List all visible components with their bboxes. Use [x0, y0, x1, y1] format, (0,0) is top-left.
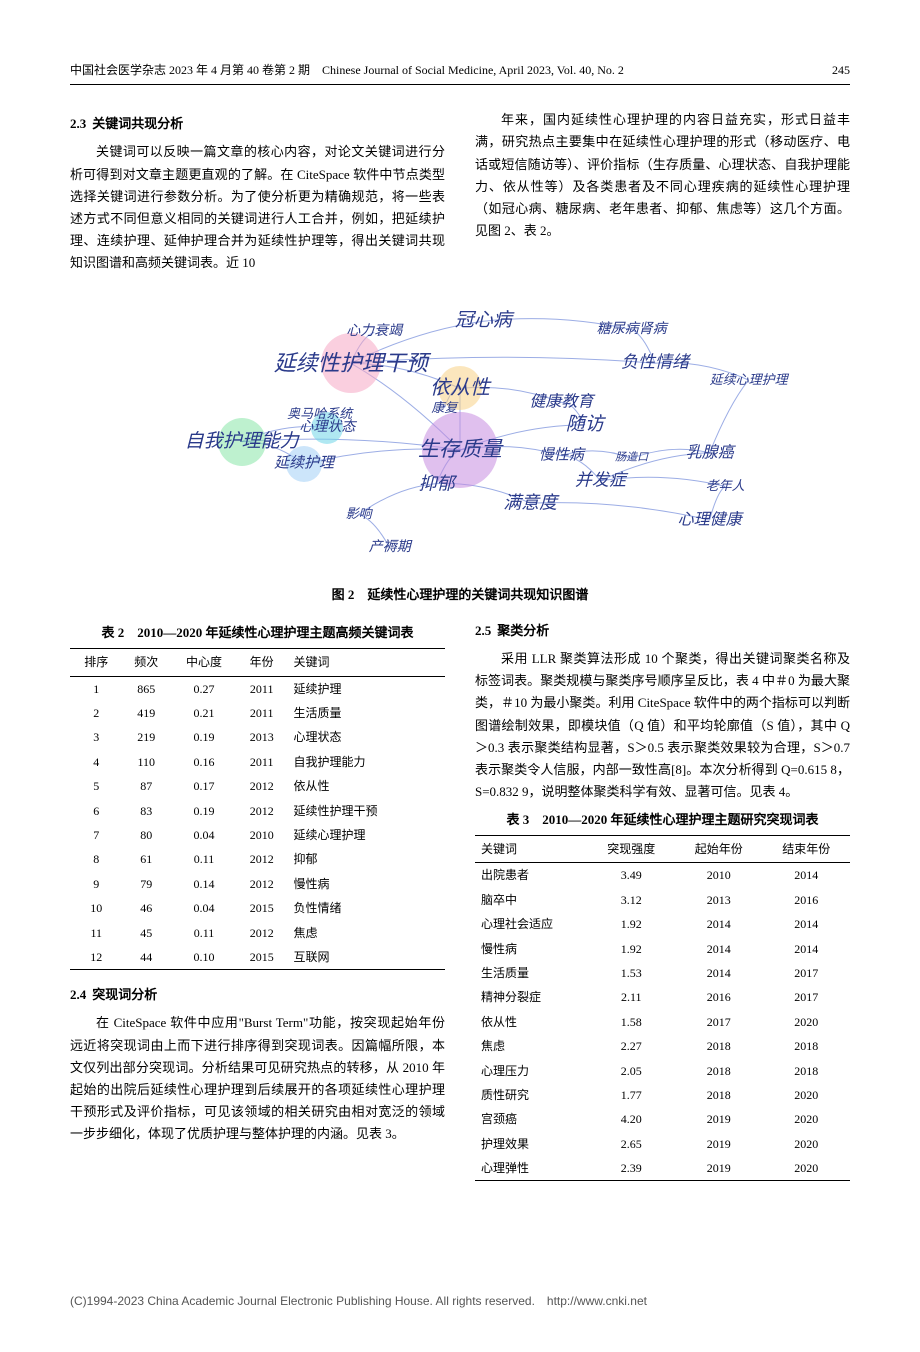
- graph-node-label: 糖尿病肾病: [597, 318, 667, 342]
- sec25-para: 采用 LLR 聚类算法形成 10 个聚类，得出关键词聚类名称及标签词表。聚类规模…: [475, 648, 850, 803]
- table-row: 心理压力2.0520182018: [475, 1059, 850, 1083]
- sec23-para-right: 年来，国内延续性心理护理的内容日益充实，形式日益丰满，研究热点主要集中在延续性心…: [475, 109, 850, 242]
- table-row: 宫颈癌4.2020192020: [475, 1107, 850, 1131]
- table-2: 排序频次中心度年份关键词 18650.272011延续护理24190.21201…: [70, 648, 445, 970]
- table-row: 脑卒中3.1220132016: [475, 888, 850, 912]
- graph-node-label: 并发症: [575, 466, 626, 495]
- table-row: 24190.212011生活质量: [70, 701, 445, 725]
- figure-2: 冠心病心力衰竭糖尿病肾病延续性护理干预负性情绪依从性延续心理护理康复健康教育奥马…: [70, 296, 850, 606]
- sec23-para-left: 关键词可以反映一篇文章的核心内容，对论文关键词进行分析可得到对文章主题更直观的了…: [70, 141, 445, 274]
- table-header-cell: 关键词: [475, 835, 588, 862]
- graph-node-label: 满意度: [503, 488, 557, 519]
- table-row: 32190.192013心理状态: [70, 725, 445, 749]
- section-2-3-title: 2.3关键词共现分析: [70, 113, 445, 135]
- table-row: 生活质量1.5320142017: [475, 961, 850, 985]
- table-header-cell: 排序: [70, 649, 123, 676]
- table-row: 质性研究1.7720182020: [475, 1083, 850, 1107]
- graph-node-label: 延续心理护理: [710, 369, 788, 391]
- table-row: 7800.042010延续心理护理: [70, 823, 445, 847]
- table-row: 心理社会适应1.9220142014: [475, 912, 850, 936]
- header-left: 中国社会医学杂志 2023 年 4 月第 40 卷第 2 期 Chinese J…: [70, 60, 624, 80]
- table-row: 慢性病1.9220142014: [475, 937, 850, 961]
- table-row: 5870.172012依从性: [70, 774, 445, 798]
- table-row: 10460.042015负性情绪: [70, 896, 445, 920]
- journal-header: 中国社会医学杂志 2023 年 4 月第 40 卷第 2 期 Chinese J…: [70, 60, 850, 85]
- table-header-cell: 起始年份: [675, 835, 763, 862]
- table-row: 依从性1.5820172020: [475, 1010, 850, 1034]
- graph-node-label: 冠心病: [455, 305, 512, 337]
- section-2-5-title: 2.5聚类分析: [475, 620, 850, 642]
- table-row: 心理弹性2.3920192020: [475, 1156, 850, 1181]
- graph-node-label: 抑郁: [419, 468, 455, 499]
- sec24-para: 在 CiteSpace 软件中应用"Burst Term"功能，按突现起始年份远…: [70, 1012, 445, 1145]
- table-3: 关键词突现强度起始年份结束年份 出院患者3.4920102014脑卒中3.122…: [475, 835, 850, 1181]
- table-header-cell: 突现强度: [588, 835, 676, 862]
- graph-node-label: 肠造口: [615, 449, 648, 468]
- table-2-title: 表 2 2010—2020 年延续性心理护理主题高频关键词表: [70, 622, 445, 644]
- table-header-cell: 结束年份: [763, 835, 851, 862]
- table-header-cell: 中心度: [170, 649, 238, 676]
- graph-node-label: 延续性护理干预: [274, 345, 428, 382]
- graph-node-label: 影响: [346, 503, 372, 525]
- page-number: 245: [832, 60, 850, 80]
- graph-node-label: 随访: [566, 409, 604, 441]
- graph-node-label: 生存质量: [418, 432, 502, 468]
- table-row: 焦虑2.2720182018: [475, 1034, 850, 1058]
- table-row: 8610.112012抑郁: [70, 847, 445, 871]
- table-header-cell: 年份: [238, 649, 286, 676]
- table-row: 18650.272011延续护理: [70, 676, 445, 701]
- graph-node-label: 心力衰竭: [346, 321, 402, 345]
- graph-node-label: 慢性病: [539, 443, 584, 469]
- graph-node-label: 老年人: [706, 475, 745, 497]
- table-row: 精神分裂症2.1120162017: [475, 985, 850, 1009]
- table-header-cell: 关键词: [285, 649, 445, 676]
- table-row: 6830.192012延续性护理干预: [70, 799, 445, 823]
- graph-node-label: 心理状态: [299, 416, 355, 440]
- table-3-title: 表 3 2010—2020 年延续性心理护理主题研究突现词表: [475, 809, 850, 831]
- graph-node-label: 延续护理: [274, 451, 334, 477]
- table-header-cell: 频次: [123, 649, 171, 676]
- table-row: 12440.102015互联网: [70, 945, 445, 970]
- table-row: 41100.162011自我护理能力: [70, 750, 445, 774]
- table-row: 11450.112012焦虑: [70, 921, 445, 945]
- graph-node-label: 康复: [431, 397, 457, 419]
- graph-node-label: 心理健康: [678, 506, 742, 533]
- table-row: 出院患者3.4920102014: [475, 863, 850, 888]
- figure-2-caption: 图 2 延续性心理护理的关键词共现知识图谱: [70, 584, 850, 606]
- graph-node-label: 乳腺癌: [686, 439, 734, 466]
- section-2-4-title: 2.4突现词分析: [70, 984, 445, 1006]
- graph-node-label: 负性情绪: [621, 349, 689, 378]
- table-row: 护理效果2.6520192020: [475, 1132, 850, 1156]
- graph-node-label: 产褥期: [369, 536, 411, 560]
- table-row: 9790.142012慢性病: [70, 872, 445, 896]
